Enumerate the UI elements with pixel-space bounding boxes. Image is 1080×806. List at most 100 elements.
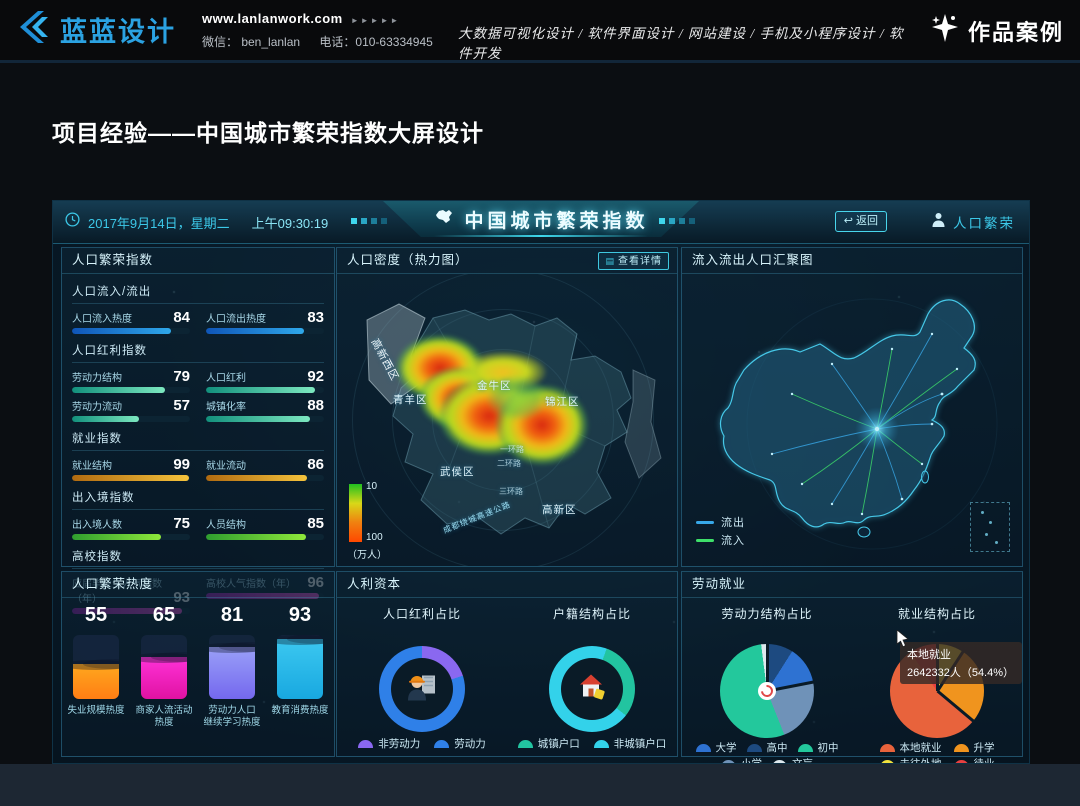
house-icon	[575, 671, 609, 708]
dashboard-header: 2017年9月14日，星期二 上午09:30:19 中国城市繁荣指数 ↩ 返回	[53, 201, 1029, 244]
dashboard-title: 中国城市繁荣指数	[464, 210, 649, 232]
legend-item: 初中	[797, 740, 839, 755]
site-url[interactable]: www.lanlanwork.com ►►►►►	[202, 11, 401, 26]
donut-chart-hukou: 户籍结构占比 城镇户口	[507, 598, 677, 756]
metric: 劳动力结构 79	[72, 369, 190, 393]
metric-bar	[206, 475, 324, 481]
sparkle-star-icon	[930, 12, 960, 49]
pie-chart-labor-structure: 劳动力结构占比 大学 高中 初中 小学 文盲	[682, 598, 852, 763]
metric-bar	[206, 416, 324, 422]
site-contact: 微信： ben_lanlan 电话：010-63334945	[202, 33, 449, 50]
liquid-gauge	[277, 635, 323, 699]
panel-title: 劳动就业	[682, 572, 1022, 598]
metric-bar	[72, 416, 190, 422]
liquid-gauge	[209, 635, 255, 699]
panel-title: 人口繁荣指数	[62, 248, 334, 274]
clock-icon	[65, 212, 80, 232]
donut-ring	[549, 646, 635, 732]
ring-road-label: 三环路	[499, 487, 523, 496]
legend-outflow: 流出	[696, 514, 745, 530]
mode-indicator[interactable]: 人口繁荣	[931, 201, 1015, 243]
panel-title: 人利资本	[337, 572, 677, 598]
mouse-cursor-icon	[896, 629, 909, 653]
view-detail-button[interactable]: ▤ 查看详情	[598, 251, 669, 270]
detail-icon: ▤	[605, 255, 615, 266]
metric-bar	[72, 387, 190, 393]
worker-icon	[405, 671, 439, 708]
liquid-gauge	[141, 635, 187, 699]
heat-item: 55 失业规模热度	[67, 604, 125, 729]
legend-inflow: 流入	[696, 532, 745, 548]
panel-population-index: 人口繁荣指数 人口流入/流出 人口流入热度 84 人口流出热度 83	[61, 247, 335, 614]
legend-item: 大学	[695, 740, 737, 755]
panel-labor-employment: 劳动就业 劳动力结构占比 大学 高中 初中 小学 文盲	[681, 571, 1023, 763]
site-header: 蓝蓝设计 www.lanlanwork.com ►►►►► 微信： ben_lan…	[0, 0, 1080, 63]
metric: 就业流动 86	[206, 457, 324, 481]
donut-ring	[379, 646, 465, 732]
metric-bar	[72, 475, 190, 481]
heat-item: 81 劳动力人口 继续学习热度	[203, 604, 261, 729]
date-text: 2017年9月14日，星期二	[88, 215, 230, 231]
wechat-label: 微信： ben_lanlan	[202, 35, 301, 49]
deco-squares-left	[351, 218, 387, 224]
china-flow-map: 流出 流入	[682, 274, 1022, 566]
pie-center-spinner	[758, 682, 776, 700]
panel-human-capital: 人利资本 人口红利占比	[336, 571, 678, 757]
page-title: 项目经验——中国城市繁荣指数大屏设计	[52, 120, 484, 146]
metric: 人口流出热度 83	[206, 310, 324, 334]
metric-bar	[72, 328, 190, 334]
logo-text: 蓝蓝设计	[60, 17, 176, 47]
legend-item: 文盲	[772, 756, 813, 763]
district-label: 高新区	[542, 504, 577, 516]
heat-item: 93 教育消费热度	[271, 604, 329, 729]
metric: 人口流入热度 84	[72, 310, 190, 334]
panel-flow-map: 流入流出人口汇聚图	[681, 247, 1023, 567]
section-title: 人口流入/流出	[72, 279, 324, 304]
metric-bar	[72, 534, 190, 540]
heat-blob	[487, 375, 547, 421]
pie-tooltip: 本地就业 2642332人（54.4%）	[900, 642, 1022, 684]
legend-item: 本地就业	[879, 740, 942, 755]
footer-band	[0, 764, 1080, 806]
metric: 人员结构 85	[206, 516, 324, 540]
site-nav[interactable]: 大数据可视化设计 / 软件界面设计 / 网站建设 / 手机及小程序设计 / 软件…	[458, 26, 904, 61]
arrow-icons: ►►►►►	[350, 16, 401, 25]
metric: 劳动力流动 57	[72, 398, 190, 422]
section-title: 人口红利指数	[72, 338, 324, 363]
china-map-icon	[433, 208, 455, 230]
logo[interactable]: 蓝蓝设计	[14, 7, 176, 52]
legend-item: 劳动力	[434, 736, 486, 751]
dashboard: 2017年9月14日，星期二 上午09:30:19 中国城市繁荣指数 ↩ 返回	[52, 200, 1030, 764]
legend-item: 去往外地	[879, 756, 942, 763]
legend-item: 非劳动力	[358, 736, 420, 751]
heatmap-area: 高新西区 青羊区 金牛区 锦江区 武侯区 高新区 一环路 二环路 三环路 成都绕…	[337, 274, 677, 566]
district-label: 锦江区	[545, 396, 580, 408]
section-title: 高校指数	[72, 544, 324, 569]
metric: 城镇化率 88	[206, 398, 324, 422]
metric-bar	[206, 328, 324, 334]
ring-road-label: 二环路	[497, 459, 521, 468]
portfolio-label: 作品案例	[967, 19, 1064, 45]
deco-squares-right	[659, 218, 695, 224]
dashboard-title-banner: 中国城市繁荣指数	[383, 201, 699, 237]
panel-title: 人口密度（热力图）	[347, 253, 469, 267]
person-icon	[931, 212, 946, 233]
time-text: 上午09:30:19	[251, 215, 329, 231]
panel-density-heatmap: 人口密度（热力图） ▤ 查看详情 高新西区	[336, 247, 678, 567]
section-title: 出入境指数	[72, 485, 324, 510]
district-label: 青羊区	[393, 394, 428, 406]
panel-prosperity-heat: 人口繁荣热度 55 失业规模热度 65 商家人流活动热度	[61, 571, 335, 757]
panel-title: 人口繁荣热度	[62, 572, 334, 598]
liquid-gauge	[73, 635, 119, 699]
phone-label: 电话：010-63334945	[319, 35, 433, 49]
legend-item: 小学	[721, 756, 762, 763]
pie	[720, 644, 814, 738]
section-title: 就业指数	[72, 426, 324, 451]
district-label: 武侯区	[440, 466, 475, 478]
donut-chart-dividend: 人口红利占比	[337, 598, 507, 756]
south-sea-inset	[970, 502, 1010, 552]
mode-label: 人口繁荣	[953, 216, 1015, 231]
portfolio-link[interactable]: 作品案例	[930, 12, 1064, 49]
back-button[interactable]: ↩ 返回	[834, 211, 887, 232]
